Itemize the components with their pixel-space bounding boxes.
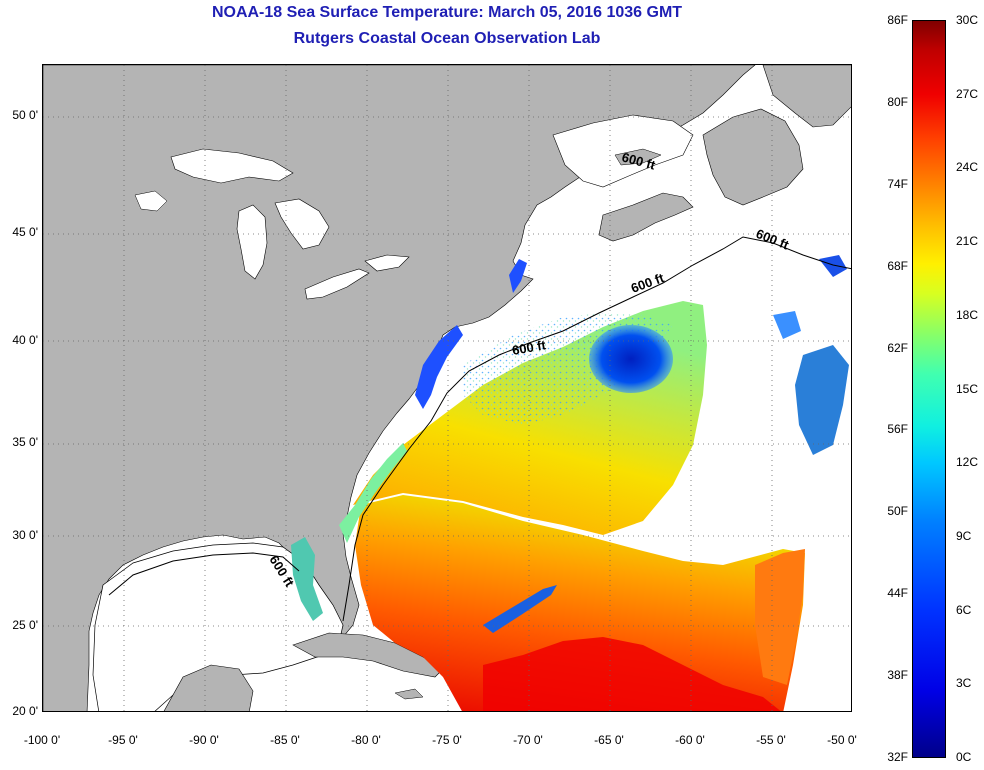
lon-label: -55 0': [756, 733, 786, 747]
colorbar-c-label: 24C: [956, 160, 979, 174]
colorbar-f-label: 50F: [887, 504, 908, 518]
land-north-america: [43, 65, 756, 711]
lake-erie: [304, 268, 370, 300]
land-newfoundland: [702, 108, 804, 206]
isobath-600ft-gulf: [108, 552, 300, 596]
sst-florida-gulf: [291, 537, 323, 621]
colorbar-f-label: 74F: [887, 177, 908, 191]
lon-label: -85 0': [270, 733, 300, 747]
sst-east-warm-strip: [755, 549, 805, 685]
lake-michigan: [236, 204, 268, 280]
sst-red-core: [483, 637, 781, 711]
sst-map: 600 ft 600 ft 600 ft 600 ft 600 ft: [42, 64, 852, 712]
lon-label: -100 0': [23, 733, 61, 747]
land-jamaica: [394, 688, 424, 700]
land-yucatan: [163, 664, 254, 711]
lat-label: 25 0': [12, 618, 38, 632]
colorbar-c-label: 15C: [956, 382, 979, 396]
lat-label: 35 0': [12, 435, 38, 449]
lake-huron: [274, 198, 330, 250]
colorbar-f-label: 62F: [887, 341, 908, 355]
colorbar-f-label: 44F: [887, 586, 908, 600]
colorbar-c-label: 30C: [956, 13, 979, 27]
grid-lines: [43, 65, 851, 711]
lat-label: 20 0': [12, 704, 38, 718]
lon-label: -80 0': [351, 733, 381, 747]
lon-label: -50 0': [827, 733, 857, 747]
land-nova-scotia: [598, 192, 694, 242]
sst-coastal-cold: [415, 325, 463, 409]
land-labrador: [762, 65, 851, 128]
colorbar-c-label: 18C: [956, 308, 979, 322]
colorbar-f-label: 68F: [887, 259, 908, 273]
sst-coastal-cyan: [339, 443, 407, 543]
sst-east-cold-2: [819, 255, 847, 277]
lake-ontario: [364, 254, 410, 272]
hudson-bay-edge: [134, 190, 168, 212]
isobath-label: 600 ft: [511, 337, 548, 358]
map-subtitle: Rutgers Coastal Ocean Observation Lab: [293, 30, 601, 47]
sst-map-canvas: 600 ft 600 ft 600 ft 600 ft 600 ft: [43, 65, 851, 711]
land-prince-edward: [614, 148, 662, 166]
colorbar-c-label: 0C: [956, 750, 972, 764]
isobath-600ft-line: [342, 236, 851, 622]
sst-warm-south: [355, 495, 805, 711]
sst-east-cold-3: [773, 311, 801, 339]
colorbar-f-label: 86F: [887, 13, 908, 27]
temperature-colorbar: [912, 20, 946, 758]
colorbar-f-label: 80F: [887, 95, 908, 109]
lat-label: 40 0': [12, 333, 38, 347]
lon-label: -60 0': [675, 733, 705, 747]
sst-gulf-maine-cold: [509, 259, 527, 293]
lat-label: 30 0': [12, 528, 38, 542]
lon-label: -70 0': [513, 733, 543, 747]
sst-blue-filament: [483, 585, 557, 633]
map-title: NOAA-18 Sea Surface Temperature: March 0…: [211, 4, 683, 21]
colorbar-c-label: 6C: [956, 603, 972, 617]
lon-label: -75 0': [432, 733, 462, 747]
lon-label: -95 0': [108, 733, 138, 747]
colorbar-c-label: 12C: [956, 455, 979, 469]
colorbar-c-label: 21C: [956, 234, 979, 248]
colorbar-f-label: 32F: [887, 750, 908, 764]
lon-label: -65 0': [594, 733, 624, 747]
colorbar-c-label: 9C: [956, 529, 972, 543]
sst-east-cold-1: [795, 345, 849, 455]
colorbar-c-label: 3C: [956, 676, 972, 690]
water-gulf-st-lawrence: [552, 114, 694, 188]
colorbar-f-label: 56F: [887, 422, 908, 436]
lat-label: 50 0': [12, 108, 38, 122]
lake-superior: [170, 148, 294, 184]
lon-label: -90 0': [189, 733, 219, 747]
sst-cold-patch: [589, 325, 673, 393]
colorbar-c-label: 27C: [956, 87, 979, 101]
lat-label: 45 0': [12, 225, 38, 239]
colorbar-f-label: 38F: [887, 668, 908, 682]
